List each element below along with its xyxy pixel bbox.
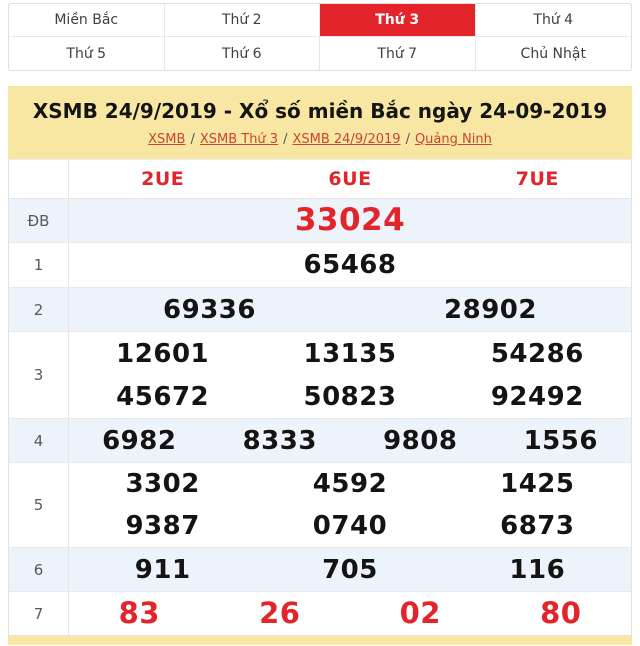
prize-number: 9387 <box>125 511 200 541</box>
prize-number: 54286 <box>490 338 584 369</box>
table-header-label-cell <box>9 160 69 198</box>
table-header-row: 2UE 6UE 7UE <box>9 160 631 199</box>
tab-thu-5[interactable]: Thứ 5 <box>9 37 165 70</box>
prize-label: 2 <box>9 288 69 331</box>
prize-row-7: 7 83 26 02 80 <box>9 592 631 635</box>
prize-number: 83 <box>118 596 160 630</box>
tab-thu-3[interactable]: Thứ 3 <box>320 4 476 37</box>
prize-number: 1425 <box>500 469 575 499</box>
breadcrumb-separator: / <box>405 132 410 147</box>
prize-number: 8333 <box>242 425 317 456</box>
prize-number: 0740 <box>312 511 388 541</box>
results-table: 2UE 6UE 7UE ĐB 33024 1 65468 2 69336 289… <box>8 159 632 636</box>
prize-row-3: 3 12601 13135 54286 45672 50823 92492 <box>9 332 631 419</box>
prize-number: 33024 <box>294 202 406 238</box>
prize-number: 65468 <box>303 250 397 280</box>
prize-number: 50823 <box>303 381 397 412</box>
prize-number: 9808 <box>383 425 458 456</box>
prize-number: 45672 <box>116 381 210 412</box>
prize-label: 1 <box>9 243 69 287</box>
breadcrumb-link-xsmb-date[interactable]: XSMB 24/9/2019 <box>292 132 401 147</box>
result-header: XSMB 24/9/2019 - Xổ số miền Bắc ngày 24-… <box>8 86 632 159</box>
prize-label: 4 <box>9 419 69 462</box>
prize-row-1: 1 65468 <box>9 243 631 288</box>
prize-row-4: 4 6982 8333 9808 1556 <box>9 419 631 463</box>
prize-number: 1556 <box>523 425 598 456</box>
tab-thu-6[interactable]: Thứ 6 <box>165 37 320 70</box>
prize-row-special: ĐB 33024 <box>9 199 631 243</box>
prize-row-6: 6 911 705 116 <box>9 548 631 592</box>
tab-chu-nhat[interactable]: Chủ Nhật <box>520 45 586 62</box>
breadcrumb-link-xsmb[interactable]: XSMB <box>148 132 186 147</box>
prize-row-5: 5 3302 4592 1425 9387 0740 6873 <box>9 463 631 548</box>
column-header-2ue: 2UE <box>141 168 185 190</box>
weekday-tabbar: Miền Bắc Thứ 2 Thứ 3 Thứ 4 Thứ 5 Thứ 6 T… <box>8 3 632 71</box>
breadcrumb-separator: / <box>190 132 195 147</box>
tab-mien-bac[interactable]: Miền Bắc <box>9 4 165 37</box>
prize-number: 6982 <box>102 425 177 456</box>
tab-thu-7[interactable]: Thứ 7 <box>320 37 476 70</box>
prize-label: 3 <box>9 332 69 418</box>
column-header-6ue: 6UE <box>328 168 372 190</box>
prize-number: 3302 <box>125 469 200 499</box>
breadcrumb-link-xsmb-thu-3[interactable]: XSMB Thứ 3 <box>199 132 279 147</box>
page-title: XSMB 24/9/2019 - Xổ số miền Bắc ngày 24-… <box>32 99 608 123</box>
prize-label: 5 <box>9 463 69 547</box>
tab-thu-2[interactable]: Thứ 2 <box>164 4 320 37</box>
prize-label: 6 <box>9 548 69 591</box>
prize-number: 4592 <box>312 469 388 499</box>
prize-number: 69336 <box>163 294 256 325</box>
prize-row-2: 2 69336 28902 <box>9 288 631 332</box>
column-header-7ue: 7UE <box>515 168 559 190</box>
prize-number: 911 <box>134 554 191 585</box>
breadcrumb: XSMB / XSMB Thứ 3 / XSMB 24/9/2019 / Quảng Nin… <box>14 132 626 147</box>
prize-number: 6873 <box>500 511 575 541</box>
prize-number: 705 <box>322 554 378 585</box>
prize-number: 80 <box>540 596 582 630</box>
prize-number: 13135 <box>303 338 397 369</box>
prize-number: 26 <box>259 596 301 630</box>
prize-label: ĐB <box>9 199 69 242</box>
breadcrumb-link-quang-ninh[interactable]: Quảng Ninh <box>414 132 492 147</box>
prize-number: 12601 <box>116 338 210 369</box>
tab-thu-4[interactable]: Thứ 4 <box>475 4 631 37</box>
breadcrumb-separator: / <box>283 132 288 147</box>
next-section-strip <box>8 636 632 645</box>
prize-number: 116 <box>509 554 566 585</box>
prize-number: 92492 <box>490 381 584 412</box>
prize-label: 7 <box>9 592 69 635</box>
prize-number: 28902 <box>444 294 537 325</box>
prize-number: 02 <box>399 596 441 630</box>
